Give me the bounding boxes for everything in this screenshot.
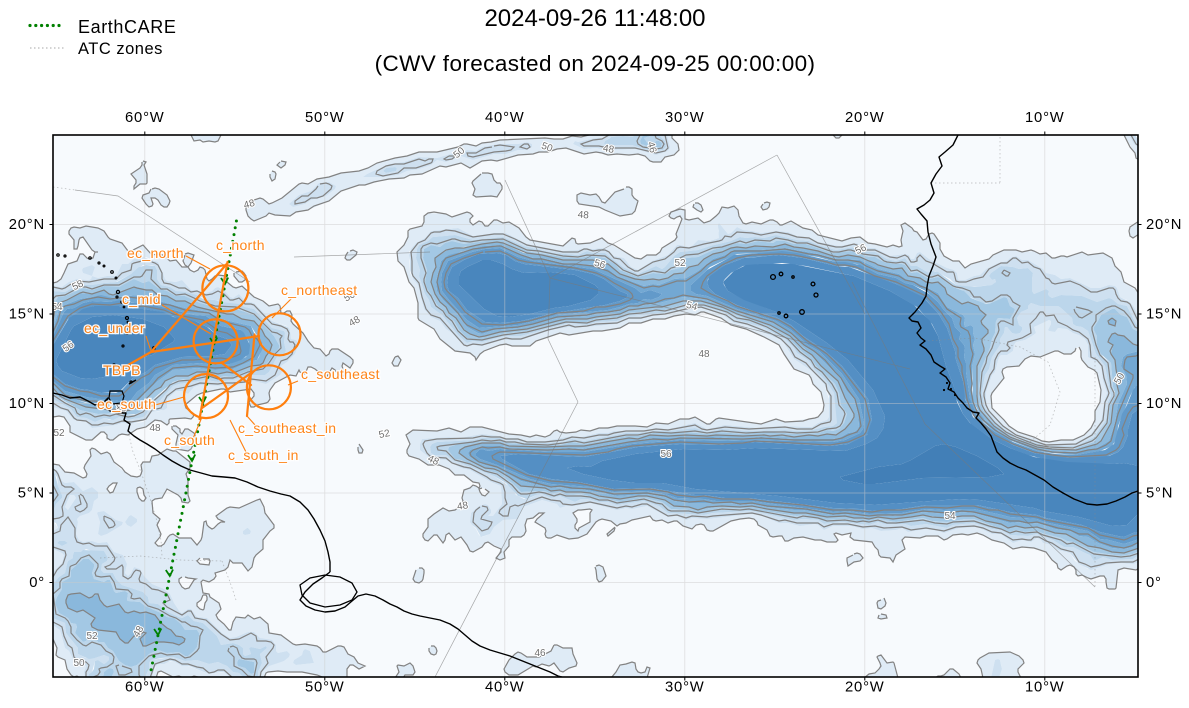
svg-text:30°W: 30°W	[665, 680, 705, 696]
svg-text:c_southeast_in: c_southeast_in	[238, 420, 336, 436]
svg-text:20°W: 20°W	[845, 110, 885, 126]
svg-text:10°W: 10°W	[1025, 680, 1065, 696]
svg-text:0°: 0°	[29, 575, 45, 591]
svg-text:52: 52	[378, 428, 392, 441]
svg-text:10°N: 10°N	[9, 396, 45, 412]
svg-text:TBPB: TBPB	[103, 362, 141, 378]
svg-text:56: 56	[660, 449, 672, 460]
svg-text:54: 54	[51, 302, 63, 313]
svg-text:50°W: 50°W	[305, 110, 345, 126]
svg-text:ATC zones: ATC zones	[78, 40, 163, 58]
svg-text:40°W: 40°W	[485, 110, 525, 126]
svg-text:ec_north: ec_north	[127, 245, 184, 261]
svg-text:c_northeast: c_northeast	[281, 282, 357, 298]
svg-text:30°W: 30°W	[665, 110, 705, 126]
svg-text:40°W: 40°W	[485, 680, 525, 696]
svg-text:48: 48	[456, 500, 469, 513]
svg-text:48: 48	[577, 210, 589, 222]
svg-text:c_south: c_south	[164, 432, 215, 448]
svg-text:2024-09-26 11:48:00: 2024-09-26 11:48:00	[484, 5, 705, 32]
svg-text:20°N: 20°N	[1146, 217, 1182, 233]
svg-text:52: 52	[53, 428, 65, 439]
svg-text:c_north: c_north	[216, 237, 265, 253]
svg-text:54: 54	[944, 511, 956, 522]
svg-text:60°W: 60°W	[125, 680, 165, 696]
svg-text:ec_under: ec_under	[84, 320, 145, 336]
svg-text:15°N: 15°N	[9, 307, 45, 323]
svg-text:56: 56	[593, 258, 607, 272]
svg-text:20°N: 20°N	[9, 217, 45, 233]
svg-text:46: 46	[645, 141, 659, 155]
svg-text:c_southeast: c_southeast	[301, 366, 380, 382]
svg-text:52: 52	[674, 258, 686, 269]
svg-text:50°W: 50°W	[305, 680, 345, 696]
svg-text:50: 50	[73, 658, 85, 669]
svg-text:48: 48	[698, 349, 710, 360]
svg-text:5°N: 5°N	[18, 486, 45, 502]
svg-text:ec_south: ec_south	[97, 396, 156, 412]
svg-text:52: 52	[86, 631, 98, 642]
svg-text:50: 50	[540, 141, 555, 155]
svg-text:0°: 0°	[1146, 575, 1162, 591]
svg-text:48: 48	[243, 198, 257, 212]
svg-text:(CWV forecasted on 2024-09-25: (CWV forecasted on 2024-09-25 00:00:00)	[375, 51, 816, 76]
svg-text:c_south_in: c_south_in	[228, 447, 299, 463]
svg-text:5°N: 5°N	[1146, 486, 1173, 502]
svg-text:48: 48	[149, 423, 161, 434]
svg-text:15°N: 15°N	[1146, 307, 1182, 323]
svg-text:48: 48	[602, 143, 615, 156]
svg-text:60°W: 60°W	[125, 110, 165, 126]
svg-text:c_mid: c_mid	[122, 291, 161, 307]
svg-text:54: 54	[685, 300, 699, 314]
svg-text:46: 46	[534, 648, 546, 659]
svg-text:10°N: 10°N	[1146, 396, 1182, 412]
svg-text:EarthCARE: EarthCARE	[78, 17, 176, 37]
svg-text:20°W: 20°W	[845, 680, 885, 696]
svg-text:10°W: 10°W	[1025, 110, 1065, 126]
